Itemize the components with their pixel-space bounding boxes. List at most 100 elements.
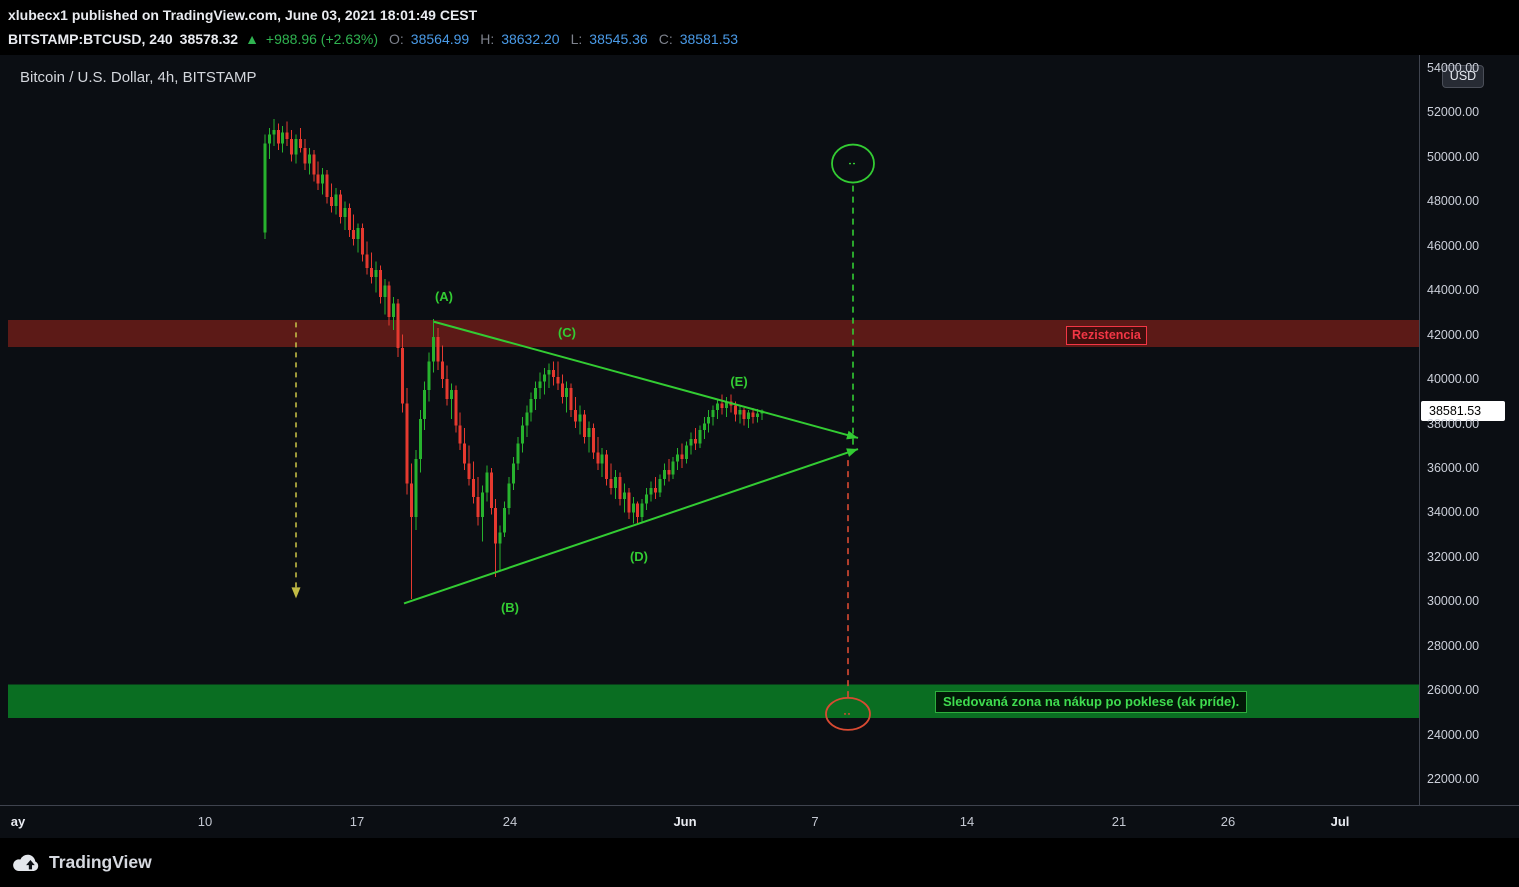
symbol-name[interactable]: BITSTAMP:BTCUSD, 240	[8, 31, 173, 47]
price-tick-label: 36000.00	[1427, 460, 1480, 475]
candle-body	[671, 461, 675, 475]
candle-body	[503, 507, 507, 533]
buy-zone-label[interactable]: Sledovaná zona na nákup po poklese (ak p…	[935, 691, 1248, 713]
resistance-label[interactable]: Rezistencia	[1066, 326, 1147, 345]
candle-body	[605, 454, 609, 480]
candle-body	[747, 412, 751, 420]
price-tick-label: 46000.00	[1427, 238, 1480, 253]
price-tick-label: 30000.00	[1427, 594, 1480, 609]
candle-body	[574, 410, 578, 422]
candle-body	[383, 285, 387, 297]
price-tick-label: 44000.00	[1427, 283, 1480, 298]
close-value: 38581.53	[679, 31, 739, 47]
footer-bar: TradingView	[0, 838, 1519, 887]
candle-body	[582, 414, 586, 437]
open-label: O:	[389, 31, 404, 47]
candle-body	[569, 387, 573, 411]
low-label: L:	[570, 31, 583, 47]
candle-body	[338, 194, 342, 217]
wave-label-C[interactable]: (C)	[558, 325, 576, 340]
candle-body	[627, 492, 631, 513]
chart-title: Bitcoin / U.S. Dollar, 4h, BITSTAMP	[20, 69, 257, 86]
chart-canvas[interactable]: (A) (B) (C) (D) (E)	[8, 55, 1419, 805]
candle-body	[392, 303, 396, 317]
candle-body	[547, 370, 551, 375]
candle-body	[267, 134, 271, 144]
candle-body	[543, 374, 547, 382]
candle-body	[449, 390, 453, 400]
candle-body	[303, 147, 307, 164]
candle-body	[653, 487, 657, 493]
candle-body	[352, 230, 356, 240]
candle-body	[330, 196, 334, 206]
chart-area[interactable]: (A) (B) (C) (D) (E) Bitcoin / U.S. Dollar, 4…	[0, 55, 1519, 805]
candle-body	[276, 130, 280, 144]
wave-label-B[interactable]: (B)	[501, 600, 519, 615]
price-tick-label: 40000.00	[1427, 372, 1480, 387]
tradingview-logo-icon[interactable]	[10, 852, 40, 874]
candle-body	[463, 443, 467, 464]
resistance-zone[interactable]	[8, 320, 1419, 347]
candle-body	[520, 425, 524, 444]
candle-body	[356, 227, 360, 240]
candle-body	[298, 139, 302, 148]
candle-body	[445, 379, 449, 400]
candle-body	[631, 503, 635, 513]
candle-body	[294, 139, 298, 155]
time-tick-label: Jul	[1330, 814, 1350, 829]
wave-label-E[interactable]: (E)	[730, 374, 747, 389]
candle-body	[511, 463, 515, 484]
candle-body	[494, 507, 498, 544]
wave-label-D[interactable]: (D)	[630, 549, 648, 564]
bearish-projection-target-marker[interactable]	[825, 697, 871, 731]
time-tick-label: 14	[959, 814, 975, 829]
tradingview-brand-text[interactable]: TradingView	[49, 852, 152, 872]
time-axis[interactable]: ay 10 17 24 Jun 7 14 21 26 Jul	[0, 805, 1519, 838]
candle-body	[525, 412, 529, 426]
time-tick-label: 26	[1220, 814, 1236, 829]
time-tick-label: 10	[197, 814, 213, 829]
candle-body	[401, 347, 405, 404]
candle-body	[361, 227, 365, 255]
candle-body	[263, 143, 267, 233]
candle-body	[480, 492, 484, 517]
candle-body	[707, 416, 711, 424]
candle-body	[454, 390, 458, 426]
candle-body	[640, 503, 644, 517]
candle-body	[702, 423, 706, 431]
price-tick-label: 26000.00	[1427, 683, 1480, 698]
triangle-lower-line[interactable]	[403, 448, 859, 605]
candle-body	[738, 410, 742, 415]
price-tick-label: 54000.00	[1427, 60, 1480, 75]
candle-body	[751, 412, 755, 417]
candle-body	[369, 267, 373, 277]
candle-body	[436, 336, 440, 362]
triangle-upper-line[interactable]	[433, 320, 859, 439]
candle-body	[711, 410, 715, 417]
currency-toggle-button[interactable]: USD	[1442, 65, 1484, 88]
candle-body	[334, 194, 338, 206]
close-label: C:	[658, 31, 673, 47]
wave-label-A[interactable]: (A)	[435, 289, 453, 304]
candle-body	[321, 174, 325, 184]
price-tick-label: 24000.00	[1427, 727, 1480, 742]
measured-move-arrowhead-icon	[291, 587, 301, 599]
candle-body	[405, 403, 409, 484]
candle-body	[587, 427, 591, 437]
candle-body	[618, 476, 622, 500]
candle-body	[374, 270, 378, 277]
candle-body	[316, 174, 320, 184]
low-value: 38545.36	[589, 31, 648, 47]
candle-body	[698, 430, 702, 444]
candle-body	[307, 154, 311, 164]
arrowhead-icon	[846, 448, 858, 457]
candle-body	[742, 410, 746, 420]
last-price-tag: 38581.53	[1421, 400, 1505, 421]
candle-body	[676, 454, 680, 462]
bullish-projection-target-marker[interactable]	[831, 143, 875, 184]
candle-body	[378, 270, 382, 297]
candle-body	[600, 454, 604, 464]
high-value: 38632.20	[501, 31, 560, 47]
price-axis[interactable]: USD 38581.53 54000.00 52000.00 50000.00 480…	[1419, 55, 1519, 805]
